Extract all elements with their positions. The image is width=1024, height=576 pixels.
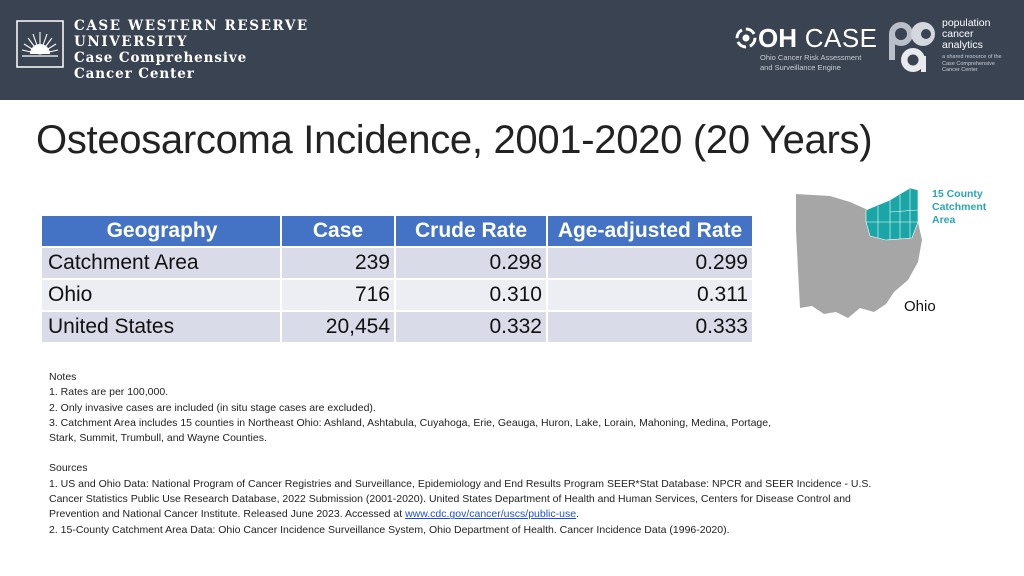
cell-geography: Catchment Area bbox=[42, 246, 282, 279]
incidence-table: Geography Case Crude Rate Age-adjusted R… bbox=[42, 216, 754, 342]
notes-heading: Notes bbox=[49, 371, 77, 383]
source-text: Prevention and National Cancer Institute… bbox=[49, 508, 406, 521]
pca-tagline-line-3: Cancer Center bbox=[942, 67, 978, 73]
pca-tagline-line-1: a shared resource of the bbox=[942, 54, 1002, 60]
header-age-adjusted-rate: Age-adjusted Rate bbox=[547, 216, 754, 247]
map-legend: 15 County Catchment Area bbox=[932, 188, 986, 227]
pca-tagline-line-2: Case Comprehensive bbox=[942, 60, 995, 67]
oh-case-subtitle: Ohio Cancer Risk Assessment and Surveill… bbox=[760, 53, 890, 73]
page-title: Osteosarcoma Incidence, 2001-2020 (20 Ye… bbox=[36, 118, 873, 162]
cell-age-adjusted-rate: 0.311 bbox=[547, 278, 754, 311]
table-row: Ohio 716 0.310 0.311 bbox=[42, 278, 754, 311]
cwru-line-2: UNIVERSITY bbox=[74, 34, 189, 50]
header-banner: CASE WESTERN RESERVE UNIVERSITY Case Com… bbox=[0, 0, 1024, 100]
ohio-map bbox=[796, 187, 922, 318]
oh-case-subtitle-line-2: and Surveillance Engine bbox=[760, 63, 841, 72]
oh-case-title-oh: OH bbox=[758, 23, 797, 53]
pca-logo-icon bbox=[889, 22, 935, 72]
cell-crude-rate: 0.310 bbox=[395, 278, 548, 311]
source-item: Cancer Statistics Public Use Research Da… bbox=[49, 493, 851, 506]
notes-section: Notes 1. Rates are per 100,000. 2. Only … bbox=[49, 370, 949, 538]
cell-age-adjusted-rate: 0.333 bbox=[547, 310, 754, 342]
pca-tagline: a shared resource of the Case Comprehens… bbox=[942, 54, 1002, 74]
oh-case-subtitle-line-1: Ohio Cancer Risk Assessment bbox=[760, 53, 862, 62]
sources-heading: Sources bbox=[49, 462, 88, 475]
note-item: Stark, Summit, Trumbull, and Wayne Count… bbox=[49, 432, 267, 445]
header-crude-rate: Crude Rate bbox=[395, 216, 548, 247]
note-item: 3. Catchment Area includes 15 counties i… bbox=[49, 416, 772, 429]
table-row: United States 20,454 0.332 0.333 bbox=[42, 310, 754, 342]
cwru-line-3: Case Comprehensive bbox=[74, 50, 248, 66]
map-state-label: Ohio bbox=[904, 298, 936, 315]
note-item: 2. Only invasive cases are included (in … bbox=[49, 401, 376, 414]
cell-crude-rate: 0.298 bbox=[395, 246, 548, 279]
pca-line-2: cancer bbox=[942, 28, 974, 40]
note-item: 1. Rates are per 100,000. bbox=[49, 386, 169, 399]
cdc-link[interactable]: www.cdc.gov/cancer/uscs/public-use bbox=[405, 508, 577, 521]
cell-geography: United States bbox=[42, 310, 282, 342]
table-header-row: Geography Case Crude Rate Age-adjusted R… bbox=[42, 216, 754, 247]
cell-crude-rate: 0.332 bbox=[395, 310, 548, 342]
pca-line-3: analytics bbox=[942, 39, 983, 51]
county-borders bbox=[866, 189, 919, 240]
catchment-area-shape bbox=[865, 187, 919, 241]
oh-case-title-case: CASE bbox=[797, 23, 878, 53]
cwru-sunburst-logo-icon bbox=[16, 20, 64, 68]
oh-case-swirl-icon bbox=[735, 27, 757, 49]
map-legend-line-3: Area bbox=[932, 214, 956, 226]
pca-line-1: population bbox=[942, 17, 991, 29]
cell-case: 716 bbox=[281, 278, 396, 311]
source-item: 2. 15-County Catchment Area Data: Ohio C… bbox=[49, 523, 730, 536]
pca-wordmark: population cancer analytics a shared res… bbox=[942, 18, 1002, 74]
source-item: 1. US and Ohio Data: National Program of… bbox=[49, 477, 872, 490]
header-case: Case bbox=[281, 216, 396, 247]
cwru-wordmark: CASE WESTERN RESERVE UNIVERSITY Case Com… bbox=[74, 18, 309, 82]
map-legend-line-2: Catchment bbox=[932, 201, 987, 213]
oh-case-title: OH CASE bbox=[758, 24, 878, 52]
cell-geography: Ohio bbox=[42, 278, 282, 311]
cell-case: 20,454 bbox=[281, 310, 396, 342]
source-item-with-link: Prevention and National Cancer Institute… bbox=[49, 507, 949, 522]
cwru-line-4: Cancer Center bbox=[74, 66, 195, 82]
map-legend-line-1: 15 County bbox=[932, 188, 983, 200]
cell-case: 239 bbox=[281, 246, 396, 279]
source-text-end: . bbox=[576, 508, 579, 521]
header-geography: Geography bbox=[42, 216, 282, 247]
cell-age-adjusted-rate: 0.299 bbox=[547, 246, 754, 279]
cwru-line-1: CASE WESTERN RESERVE bbox=[74, 18, 309, 34]
table-row: Catchment Area 239 0.298 0.299 bbox=[42, 246, 754, 279]
